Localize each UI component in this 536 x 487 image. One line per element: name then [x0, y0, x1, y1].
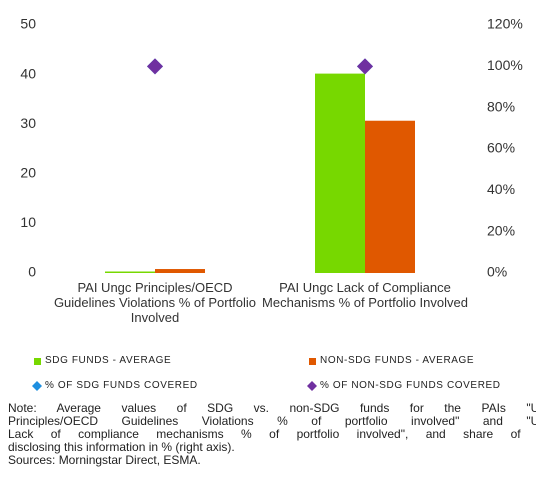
bar — [155, 269, 205, 273]
bar — [365, 120, 415, 273]
note-line: Note: Average values of SDG vs. non-SDG … — [8, 402, 536, 415]
legend-swatch — [307, 381, 317, 391]
y2-tick-label: 0% — [487, 264, 507, 280]
y2-tick-label: 80% — [487, 98, 515, 114]
legend-swatch — [309, 358, 316, 365]
source: Sources: Morningstar Direct, ESMA. — [8, 454, 201, 467]
x-tick-label: PAI Ungc Principles/OECD Guidelines Viol… — [53, 280, 257, 325]
legend-label: % OF NON-SDG FUNDS COVERED — [320, 380, 501, 391]
legend-swatch — [34, 358, 41, 365]
bar — [105, 271, 155, 273]
y-tick-label: 50 — [20, 16, 36, 32]
y2-tick-label: 100% — [487, 57, 523, 73]
legend-label: NON-SDG FUNDS - AVERAGE — [320, 355, 475, 366]
y-tick-label: 40 — [20, 65, 36, 81]
y-tick-label: 20 — [20, 165, 36, 181]
bar — [315, 73, 365, 273]
diamond-marker — [357, 58, 373, 75]
note-line: Lack of compliance mechanisms % of portf… — [8, 428, 536, 441]
y2-tick-label: 20% — [487, 222, 515, 238]
y-tick-label: 0 — [28, 264, 36, 280]
y2-tick-label: 40% — [487, 181, 515, 197]
note: Note: Average values of SDG vs. non-SDG … — [8, 402, 536, 467]
note-line: disclosing this information in % (right … — [8, 441, 235, 454]
legend-label: SDG FUNDS - AVERAGE — [45, 355, 172, 366]
y-tick-label: 30 — [20, 115, 36, 131]
x-tick-label: PAI Ungc Lack of Compliance Mechanisms %… — [262, 280, 468, 310]
note-line: Principles/OECD Guidelines Violations % … — [8, 415, 536, 428]
diamond-marker — [147, 58, 163, 75]
y-tick-label: 10 — [20, 214, 36, 230]
legend-swatch — [32, 381, 42, 391]
y2-tick-label: 120% — [487, 16, 523, 32]
legend-label: % OF SDG FUNDS COVERED — [45, 380, 198, 391]
y2-tick-label: 60% — [487, 140, 515, 156]
